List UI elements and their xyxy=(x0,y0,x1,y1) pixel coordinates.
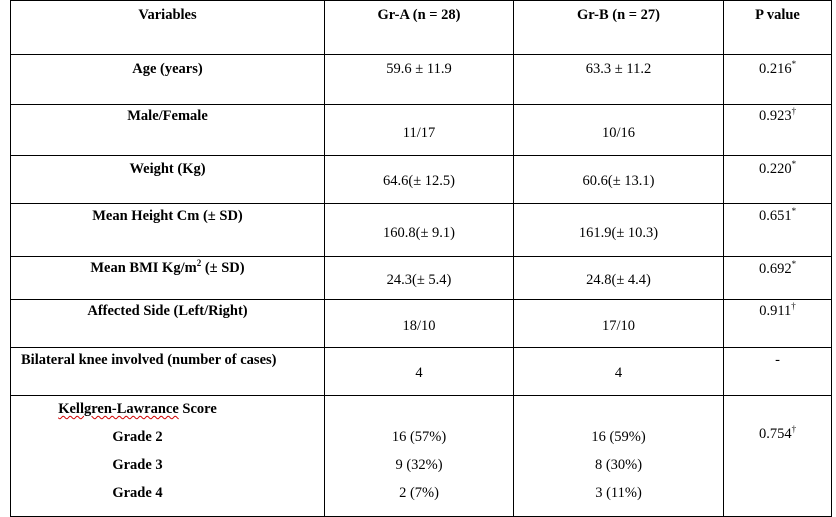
cell-group-a: 4 xyxy=(324,347,514,396)
row-label: Weight (Kg) xyxy=(10,155,325,204)
cell-p-value: 0.220* xyxy=(723,155,832,204)
table-row: Male/Female 11/17 10/16 0.923† xyxy=(10,104,832,156)
cell-group-b: 4 xyxy=(513,347,724,396)
grade-2-group-a: 16 (57%) xyxy=(391,429,447,445)
grade-3-group-a: 9 (32%) xyxy=(395,457,443,473)
p-value-number: 0.220 xyxy=(758,161,792,177)
grade-2-group-b: 16 (59%) xyxy=(591,429,646,445)
grade-3-label: Grade 3 xyxy=(112,457,163,473)
grade-4-group-b: 3 (11%) xyxy=(595,485,642,501)
cell-group-a: 160.8(± 9.1) xyxy=(324,203,514,257)
table-row: Mean BMI Kg/m2 (± SD) 24.3(± 5.4) 24.8(±… xyxy=(10,256,832,300)
p-value-mark: * xyxy=(791,59,797,70)
row-label: Affected Side (Left/Right) xyxy=(10,299,325,348)
table-row: Mean Height Cm (± SD) 160.8(± 9.1) 161.9… xyxy=(10,203,832,257)
table-row: Weight (Kg) 64.6(± 12.5) 60.6(± 13.1) 0.… xyxy=(10,155,832,204)
p-value-mark: † xyxy=(791,424,797,435)
cell-group-b: 60.6(± 13.1) xyxy=(513,155,724,204)
p-value-mark: * xyxy=(791,259,797,270)
bmi-label-text: Mean BMI Kg/m xyxy=(90,260,197,276)
cell-group-a: 59.6 ± 11.9 xyxy=(324,54,514,105)
cell-p-value: 0.216* xyxy=(723,54,832,105)
kl-title: Kellgren-Lawrance Score xyxy=(0,401,324,418)
row-label: Male/Female xyxy=(10,104,325,156)
kl-group-a-cell: 16 (57%) 9 (32%) 2 (7%) xyxy=(324,395,514,517)
p-value-number: 0.692 xyxy=(758,261,792,277)
cell-p-value: 0.923† xyxy=(723,104,832,156)
header-p-value: P value xyxy=(723,0,832,55)
cell-group-b: 17/10 xyxy=(513,299,724,348)
p-value-mark: † xyxy=(791,301,796,312)
cell-group-b: 63.3 ± 11.2 xyxy=(513,54,724,105)
cell-p-value: 0.651* xyxy=(723,203,832,257)
cell-p-value: 0.692* xyxy=(723,256,832,300)
cell-p-value: 0.911† xyxy=(723,299,832,348)
row-label: Age (years) xyxy=(10,54,325,105)
bmi-label-suffix: (± SD) xyxy=(201,260,245,276)
table-row: Age (years) 59.6 ± 11.9 63.3 ± 11.2 0.21… xyxy=(10,54,832,105)
cell-group-a: 18/10 xyxy=(324,299,514,348)
table-row: Affected Side (Left/Right) 18/10 17/10 0… xyxy=(10,299,832,348)
row-label: Mean BMI Kg/m2 (± SD) xyxy=(10,256,325,300)
p-value-number: 0.754 xyxy=(758,426,792,442)
header-group-b: Gr-B (n = 27) xyxy=(513,0,724,55)
grade-4-label: Grade 4 xyxy=(112,485,163,501)
p-value-number: 0.911 xyxy=(759,303,792,319)
row-label: Bilateral knee involved (number of cases… xyxy=(10,347,325,396)
cell-group-a: 11/17 xyxy=(324,104,514,156)
header-row: Variables Gr-A (n = 28) Gr-B (n = 27) P … xyxy=(10,0,832,55)
table-row: Bilateral knee involved (number of cases… xyxy=(10,347,832,396)
kl-title-rest: Score xyxy=(178,401,217,417)
p-value-mark: † xyxy=(791,106,797,117)
kl-p-value: 0.754† xyxy=(724,424,831,443)
p-value-mark: * xyxy=(791,206,797,217)
cell-group-a: 24.3(± 5.4) xyxy=(324,256,514,300)
cell-p-value: - xyxy=(723,347,832,396)
header-variables: Variables xyxy=(10,0,325,55)
bmi-label-superscript: 2 xyxy=(196,258,202,269)
kl-p-value-cell: 0.754† xyxy=(723,395,832,517)
p-value-number: 0.651 xyxy=(758,208,792,224)
p-value-mark: * xyxy=(791,159,797,170)
kl-score-row: Kellgren-Lawrance Score Grade 2 Grade 3 … xyxy=(10,395,832,517)
p-value-number: 0.923 xyxy=(758,108,792,124)
p-value-number: 0.216 xyxy=(758,61,792,77)
kl-group-b-cell: 16 (59%) 8 (30%) 3 (11%) xyxy=(513,395,724,517)
cell-group-b: 24.8(± 4.4) xyxy=(513,256,724,300)
cell-group-b: 161.9(± 10.3) xyxy=(513,203,724,257)
kl-label-cell: Kellgren-Lawrance Score Grade 2 Grade 3 … xyxy=(10,395,325,517)
demographics-table: Variables Gr-A (n = 28) Gr-B (n = 27) P … xyxy=(10,0,832,517)
row-label: Mean Height Cm (± SD) xyxy=(10,203,325,257)
cell-group-b: 10/16 xyxy=(513,104,724,156)
cell-group-a: 64.6(± 12.5) xyxy=(324,155,514,204)
grade-3-group-b: 8 (30%) xyxy=(594,457,643,473)
header-group-a: Gr-A (n = 28) xyxy=(324,0,514,55)
grade-2-label: Grade 2 xyxy=(112,429,163,445)
kl-title-word: Kellgren-Lawrance xyxy=(58,401,179,417)
grade-4-group-a: 2 (7%) xyxy=(399,485,439,501)
